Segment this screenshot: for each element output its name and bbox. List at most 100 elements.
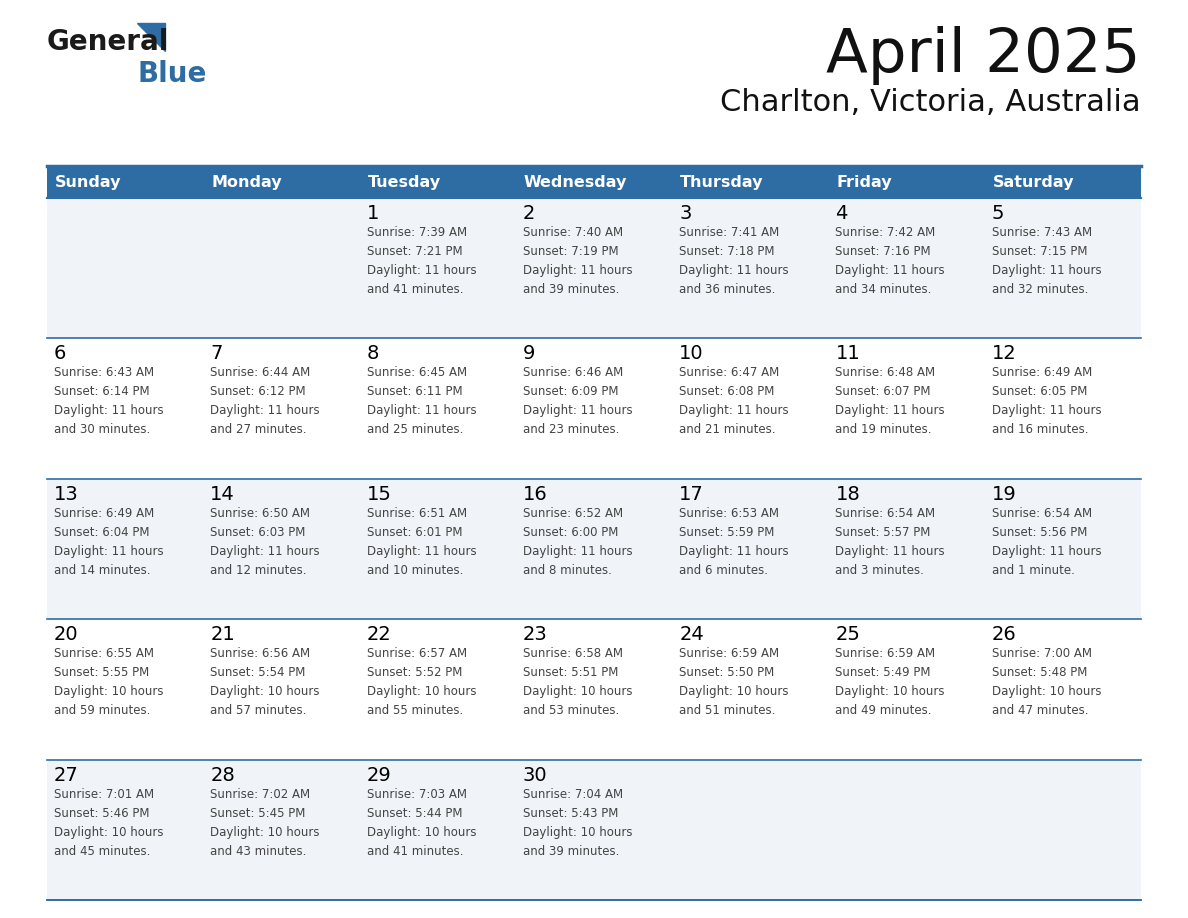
Text: Sunrise: 7:41 AM
Sunset: 7:18 PM
Daylight: 11 hours
and 36 minutes.: Sunrise: 7:41 AM Sunset: 7:18 PM Dayligh… <box>680 226 789 296</box>
Bar <box>828 759 985 900</box>
Text: 13: 13 <box>53 485 78 504</box>
Bar <box>672 479 828 620</box>
Text: 1: 1 <box>367 204 379 223</box>
Text: Sunrise: 6:58 AM
Sunset: 5:51 PM
Daylight: 10 hours
and 53 minutes.: Sunrise: 6:58 AM Sunset: 5:51 PM Dayligh… <box>523 647 632 717</box>
Bar <box>516 198 672 339</box>
Text: Tuesday: Tuesday <box>367 174 441 189</box>
Text: 4: 4 <box>835 204 848 223</box>
Bar <box>203 166 360 198</box>
Text: Sunrise: 7:00 AM
Sunset: 5:48 PM
Daylight: 10 hours
and 47 minutes.: Sunrise: 7:00 AM Sunset: 5:48 PM Dayligh… <box>992 647 1101 717</box>
Text: General: General <box>48 28 170 56</box>
Text: Sunrise: 6:54 AM
Sunset: 5:57 PM
Daylight: 11 hours
and 3 minutes.: Sunrise: 6:54 AM Sunset: 5:57 PM Dayligh… <box>835 507 944 577</box>
Text: 28: 28 <box>210 766 235 785</box>
Text: Sunrise: 6:59 AM
Sunset: 5:50 PM
Daylight: 10 hours
and 51 minutes.: Sunrise: 6:59 AM Sunset: 5:50 PM Dayligh… <box>680 647 789 717</box>
Bar <box>360 759 516 900</box>
Text: Sunrise: 7:04 AM
Sunset: 5:43 PM
Daylight: 10 hours
and 39 minutes.: Sunrise: 7:04 AM Sunset: 5:43 PM Dayligh… <box>523 788 632 857</box>
Text: Sunrise: 6:49 AM
Sunset: 6:04 PM
Daylight: 11 hours
and 14 minutes.: Sunrise: 6:49 AM Sunset: 6:04 PM Dayligh… <box>53 507 164 577</box>
Bar <box>360 166 516 198</box>
Text: Sunrise: 7:01 AM
Sunset: 5:46 PM
Daylight: 10 hours
and 45 minutes.: Sunrise: 7:01 AM Sunset: 5:46 PM Dayligh… <box>53 788 164 857</box>
Text: Sunrise: 6:45 AM
Sunset: 6:11 PM
Daylight: 11 hours
and 25 minutes.: Sunrise: 6:45 AM Sunset: 6:11 PM Dayligh… <box>367 366 476 436</box>
Text: 17: 17 <box>680 485 704 504</box>
Text: 11: 11 <box>835 344 860 364</box>
Bar <box>672 759 828 900</box>
Bar <box>985 166 1140 198</box>
Bar <box>828 166 985 198</box>
Text: Sunrise: 6:46 AM
Sunset: 6:09 PM
Daylight: 11 hours
and 23 minutes.: Sunrise: 6:46 AM Sunset: 6:09 PM Dayligh… <box>523 366 632 436</box>
Text: Sunrise: 7:43 AM
Sunset: 7:15 PM
Daylight: 11 hours
and 32 minutes.: Sunrise: 7:43 AM Sunset: 7:15 PM Dayligh… <box>992 226 1101 296</box>
Bar <box>516 166 672 198</box>
Bar <box>516 759 672 900</box>
Text: Sunrise: 6:49 AM
Sunset: 6:05 PM
Daylight: 11 hours
and 16 minutes.: Sunrise: 6:49 AM Sunset: 6:05 PM Dayligh… <box>992 366 1101 436</box>
Text: Sunrise: 7:03 AM
Sunset: 5:44 PM
Daylight: 10 hours
and 41 minutes.: Sunrise: 7:03 AM Sunset: 5:44 PM Dayligh… <box>367 788 476 857</box>
Bar <box>48 166 203 198</box>
Bar <box>203 479 360 620</box>
Bar <box>48 620 203 759</box>
Bar <box>672 198 828 339</box>
Bar <box>360 479 516 620</box>
Text: Sunrise: 6:44 AM
Sunset: 6:12 PM
Daylight: 11 hours
and 27 minutes.: Sunrise: 6:44 AM Sunset: 6:12 PM Dayligh… <box>210 366 320 436</box>
Text: Sunrise: 7:42 AM
Sunset: 7:16 PM
Daylight: 11 hours
and 34 minutes.: Sunrise: 7:42 AM Sunset: 7:16 PM Dayligh… <box>835 226 944 296</box>
Bar <box>672 620 828 759</box>
Bar <box>48 479 203 620</box>
Text: 18: 18 <box>835 485 860 504</box>
Bar <box>828 479 985 620</box>
Bar <box>203 759 360 900</box>
Text: 23: 23 <box>523 625 548 644</box>
Text: 14: 14 <box>210 485 235 504</box>
Text: 30: 30 <box>523 766 548 785</box>
Text: 10: 10 <box>680 344 703 364</box>
Bar <box>985 198 1140 339</box>
Text: 27: 27 <box>53 766 78 785</box>
Text: 19: 19 <box>992 485 1017 504</box>
Text: 2: 2 <box>523 204 536 223</box>
Text: April 2025: April 2025 <box>827 26 1140 85</box>
Text: Thursday: Thursday <box>681 174 764 189</box>
Bar <box>985 339 1140 479</box>
Text: 29: 29 <box>367 766 391 785</box>
Bar <box>985 759 1140 900</box>
Bar <box>360 620 516 759</box>
Text: 25: 25 <box>835 625 860 644</box>
Text: 12: 12 <box>992 344 1017 364</box>
Bar <box>360 339 516 479</box>
Text: Wednesday: Wednesday <box>524 174 627 189</box>
Text: Sunrise: 6:55 AM
Sunset: 5:55 PM
Daylight: 10 hours
and 59 minutes.: Sunrise: 6:55 AM Sunset: 5:55 PM Dayligh… <box>53 647 164 717</box>
Bar <box>985 620 1140 759</box>
Text: Sunrise: 6:51 AM
Sunset: 6:01 PM
Daylight: 11 hours
and 10 minutes.: Sunrise: 6:51 AM Sunset: 6:01 PM Dayligh… <box>367 507 476 577</box>
Text: 6: 6 <box>53 344 67 364</box>
Text: Saturday: Saturday <box>993 174 1074 189</box>
Bar <box>828 198 985 339</box>
Text: 21: 21 <box>210 625 235 644</box>
Text: Sunrise: 7:40 AM
Sunset: 7:19 PM
Daylight: 11 hours
and 39 minutes.: Sunrise: 7:40 AM Sunset: 7:19 PM Dayligh… <box>523 226 632 296</box>
Text: Sunrise: 6:57 AM
Sunset: 5:52 PM
Daylight: 10 hours
and 55 minutes.: Sunrise: 6:57 AM Sunset: 5:52 PM Dayligh… <box>367 647 476 717</box>
Text: 3: 3 <box>680 204 691 223</box>
Text: Friday: Friday <box>836 174 892 189</box>
Text: 16: 16 <box>523 485 548 504</box>
Bar <box>828 339 985 479</box>
Text: Sunrise: 6:54 AM
Sunset: 5:56 PM
Daylight: 11 hours
and 1 minute.: Sunrise: 6:54 AM Sunset: 5:56 PM Dayligh… <box>992 507 1101 577</box>
Bar <box>203 339 360 479</box>
Text: 9: 9 <box>523 344 536 364</box>
Bar <box>48 759 203 900</box>
Bar <box>985 479 1140 620</box>
Text: 26: 26 <box>992 625 1017 644</box>
Bar <box>48 198 203 339</box>
Text: 20: 20 <box>53 625 78 644</box>
Text: Monday: Monday <box>211 174 282 189</box>
Bar <box>516 620 672 759</box>
Text: 15: 15 <box>367 485 392 504</box>
Bar <box>203 198 360 339</box>
Bar <box>828 620 985 759</box>
Bar <box>48 339 203 479</box>
Text: Sunday: Sunday <box>55 174 121 189</box>
Bar <box>360 198 516 339</box>
Bar <box>516 479 672 620</box>
Text: Charlton, Victoria, Australia: Charlton, Victoria, Australia <box>720 88 1140 117</box>
Text: 8: 8 <box>367 344 379 364</box>
Text: 5: 5 <box>992 204 1004 223</box>
Text: 24: 24 <box>680 625 704 644</box>
Bar <box>672 339 828 479</box>
Text: Sunrise: 6:48 AM
Sunset: 6:07 PM
Daylight: 11 hours
and 19 minutes.: Sunrise: 6:48 AM Sunset: 6:07 PM Dayligh… <box>835 366 944 436</box>
Text: 7: 7 <box>210 344 222 364</box>
Bar <box>203 620 360 759</box>
